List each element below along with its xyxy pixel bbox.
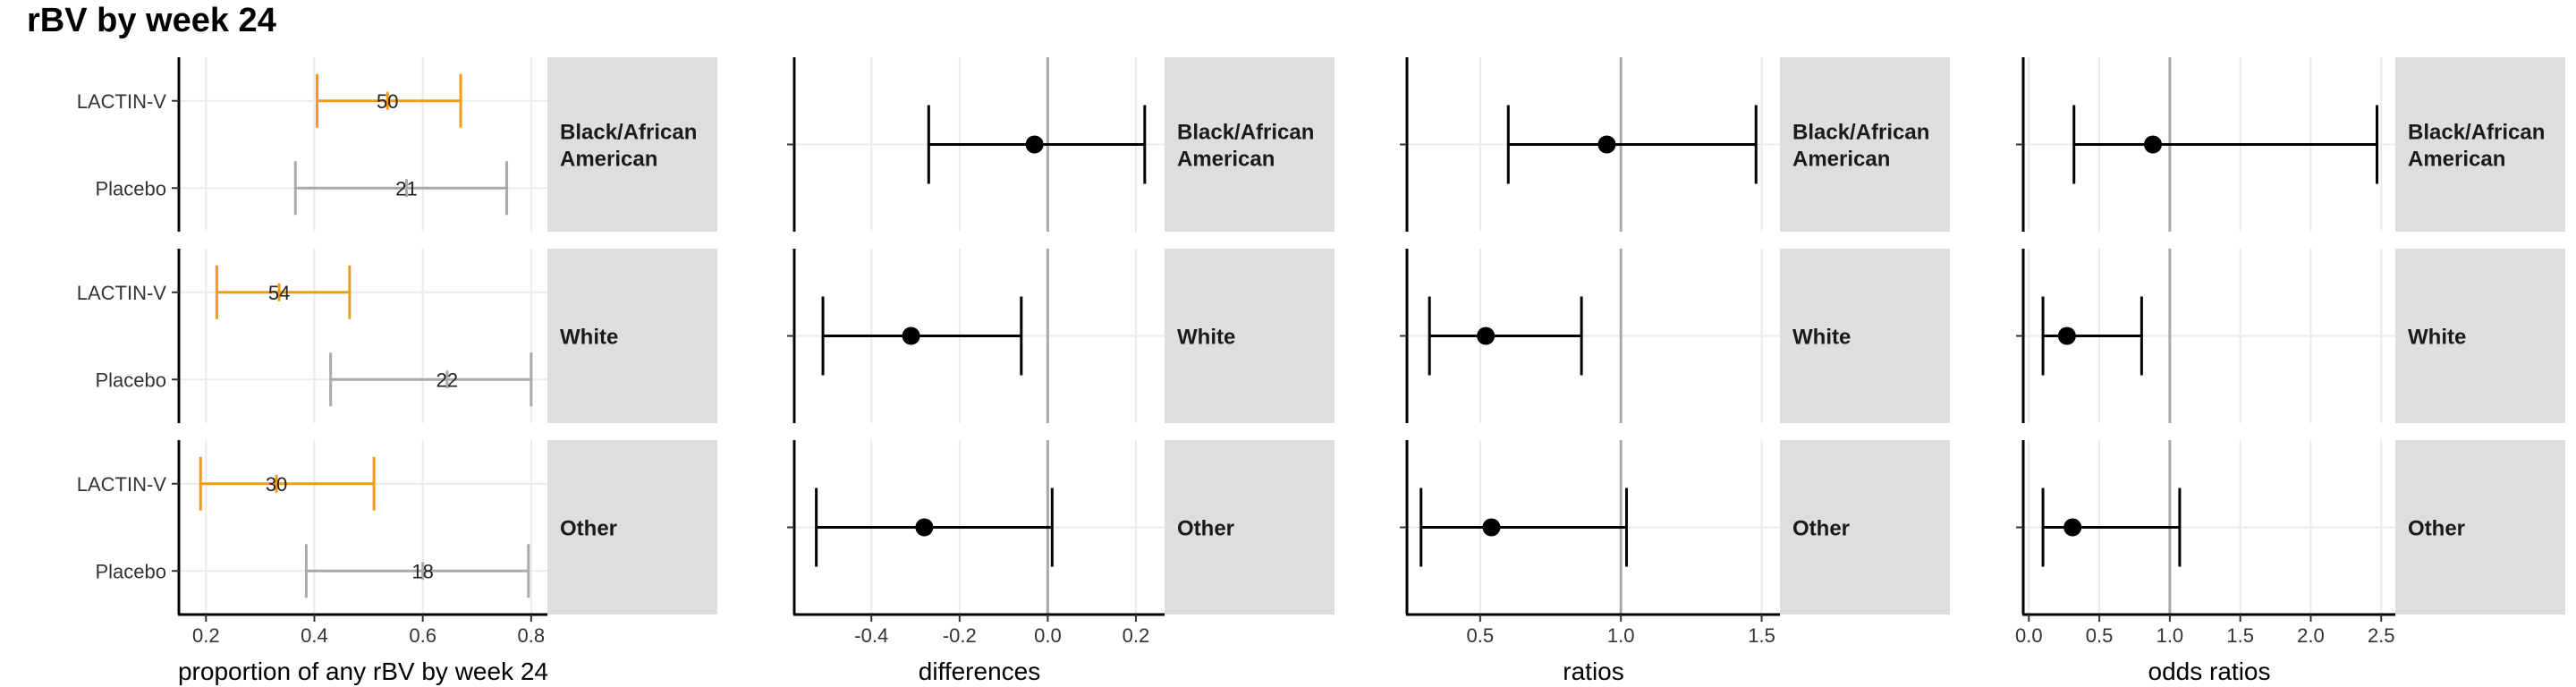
ratios-x-axis-label: ratios bbox=[1563, 657, 1623, 685]
differences-x-tick-label: -0.4 bbox=[854, 624, 888, 647]
ratios-strip-label: Black/African bbox=[1792, 121, 1929, 145]
odds-ratios-x-tick-label: 1.0 bbox=[2157, 624, 2184, 647]
differences-strip-black-african-american bbox=[1165, 57, 1335, 232]
ratios-x-tick-label: 0.5 bbox=[1467, 624, 1495, 647]
proportions-lactin-v-black-african-american-n-label: 50 bbox=[377, 90, 398, 113]
odds-ratios-strip-label: White bbox=[2408, 326, 2466, 350]
differences-other-estimate-point bbox=[915, 518, 934, 537]
proportions-y-tick-label: LACTIN-V bbox=[77, 282, 167, 304]
proportions-lactin-v-white-n-label: 54 bbox=[268, 282, 290, 304]
differences-strip-label: American bbox=[1177, 148, 1275, 172]
odds-ratios-x-tick-label: 2.5 bbox=[2368, 624, 2395, 647]
proportions-strip-other bbox=[547, 440, 717, 615]
odds-ratios-x-tick-label: 1.5 bbox=[2226, 624, 2254, 647]
ratios-strip-label: White bbox=[1792, 326, 1851, 350]
differences-black-african-american-estimate-point bbox=[1025, 135, 1044, 154]
proportions-lactin-v-other-n-label: 30 bbox=[266, 473, 287, 496]
differences-x-tick-label: 0.0 bbox=[1034, 624, 1062, 647]
odds-ratios-strip-label: Black/African bbox=[2408, 121, 2545, 145]
differences-x-axis-label: differences bbox=[919, 657, 1040, 685]
proportions-x-tick-label: 0.4 bbox=[301, 624, 328, 647]
ratios-strip-black-african-american bbox=[1780, 57, 1950, 232]
differences-strip-label: White bbox=[1177, 326, 1235, 350]
proportions-strip-black-african-american bbox=[547, 57, 717, 232]
proportions-y-tick-label: LACTIN-V bbox=[77, 90, 167, 113]
ratios-strip-label: Other bbox=[1792, 517, 1850, 541]
ratios-x-tick-label: 1.0 bbox=[1607, 624, 1635, 647]
ratios-strip-white bbox=[1780, 249, 1950, 423]
odds-ratios-white-estimate-point bbox=[2057, 327, 2076, 345]
differences-x-tick-label: -0.2 bbox=[943, 624, 977, 647]
ratios-other-estimate-point bbox=[1482, 518, 1501, 537]
odds-ratios-black-african-american-estimate-point bbox=[2143, 135, 2162, 154]
proportions-x-tick-label: 0.6 bbox=[409, 624, 436, 647]
odds-ratios-x-tick-label: 2.0 bbox=[2297, 624, 2325, 647]
proportions-y-tick-label: Placebo bbox=[95, 560, 166, 582]
odds-ratios-strip-other bbox=[2395, 440, 2565, 615]
differences-x-tick-label: 0.2 bbox=[1123, 624, 1150, 647]
ratios-white-estimate-point bbox=[1477, 327, 1496, 345]
proportions-y-tick-label: Placebo bbox=[95, 369, 166, 391]
chart-title: rBV by week 24 bbox=[27, 2, 276, 39]
proportions-strip-label: American bbox=[560, 148, 657, 172]
proportions-y-tick-label: LACTIN-V bbox=[77, 473, 167, 496]
odds-ratios-strip-white bbox=[2395, 249, 2565, 423]
odds-ratios-strip-label: Other bbox=[2408, 517, 2465, 541]
odds-ratios-strip-label: American bbox=[2408, 148, 2505, 172]
odds-ratios-x-axis-label: odds ratios bbox=[2148, 657, 2271, 685]
odds-ratios-strip-black-african-american bbox=[2395, 57, 2565, 232]
odds-ratios-other-estimate-point bbox=[2063, 518, 2082, 537]
proportions-x-axis-label: proportion of any rBV by week 24 bbox=[178, 657, 548, 685]
odds-ratios-x-tick-label: 0.0 bbox=[2015, 624, 2043, 647]
ratios-x-tick-label: 1.5 bbox=[1748, 624, 1775, 647]
proportions-strip-white bbox=[547, 249, 717, 423]
proportions-placebo-black-african-american-n-label: 21 bbox=[395, 177, 417, 199]
differences-white-estimate-point bbox=[902, 327, 920, 345]
differences-strip-white bbox=[1165, 249, 1335, 423]
proportions-strip-label: Other bbox=[560, 517, 617, 541]
proportions-strip-label: White bbox=[560, 326, 618, 350]
differences-strip-other bbox=[1165, 440, 1335, 615]
proportions-x-tick-label: 0.2 bbox=[192, 624, 220, 647]
proportions-placebo-other-n-label: 18 bbox=[411, 560, 433, 582]
proportions-strip-label: Black/African bbox=[560, 121, 697, 145]
differences-strip-label: Other bbox=[1177, 517, 1234, 541]
proportions-y-tick-label: Placebo bbox=[95, 177, 166, 199]
differences-strip-label: Black/African bbox=[1177, 121, 1314, 145]
proportions-x-tick-label: 0.8 bbox=[518, 624, 546, 647]
ratios-strip-label: American bbox=[1792, 148, 1890, 172]
ratios-black-african-american-estimate-point bbox=[1597, 135, 1616, 154]
proportions-placebo-white-n-label: 22 bbox=[436, 369, 458, 391]
ratios-strip-other bbox=[1780, 440, 1950, 615]
odds-ratios-x-tick-label: 0.5 bbox=[2086, 624, 2114, 647]
